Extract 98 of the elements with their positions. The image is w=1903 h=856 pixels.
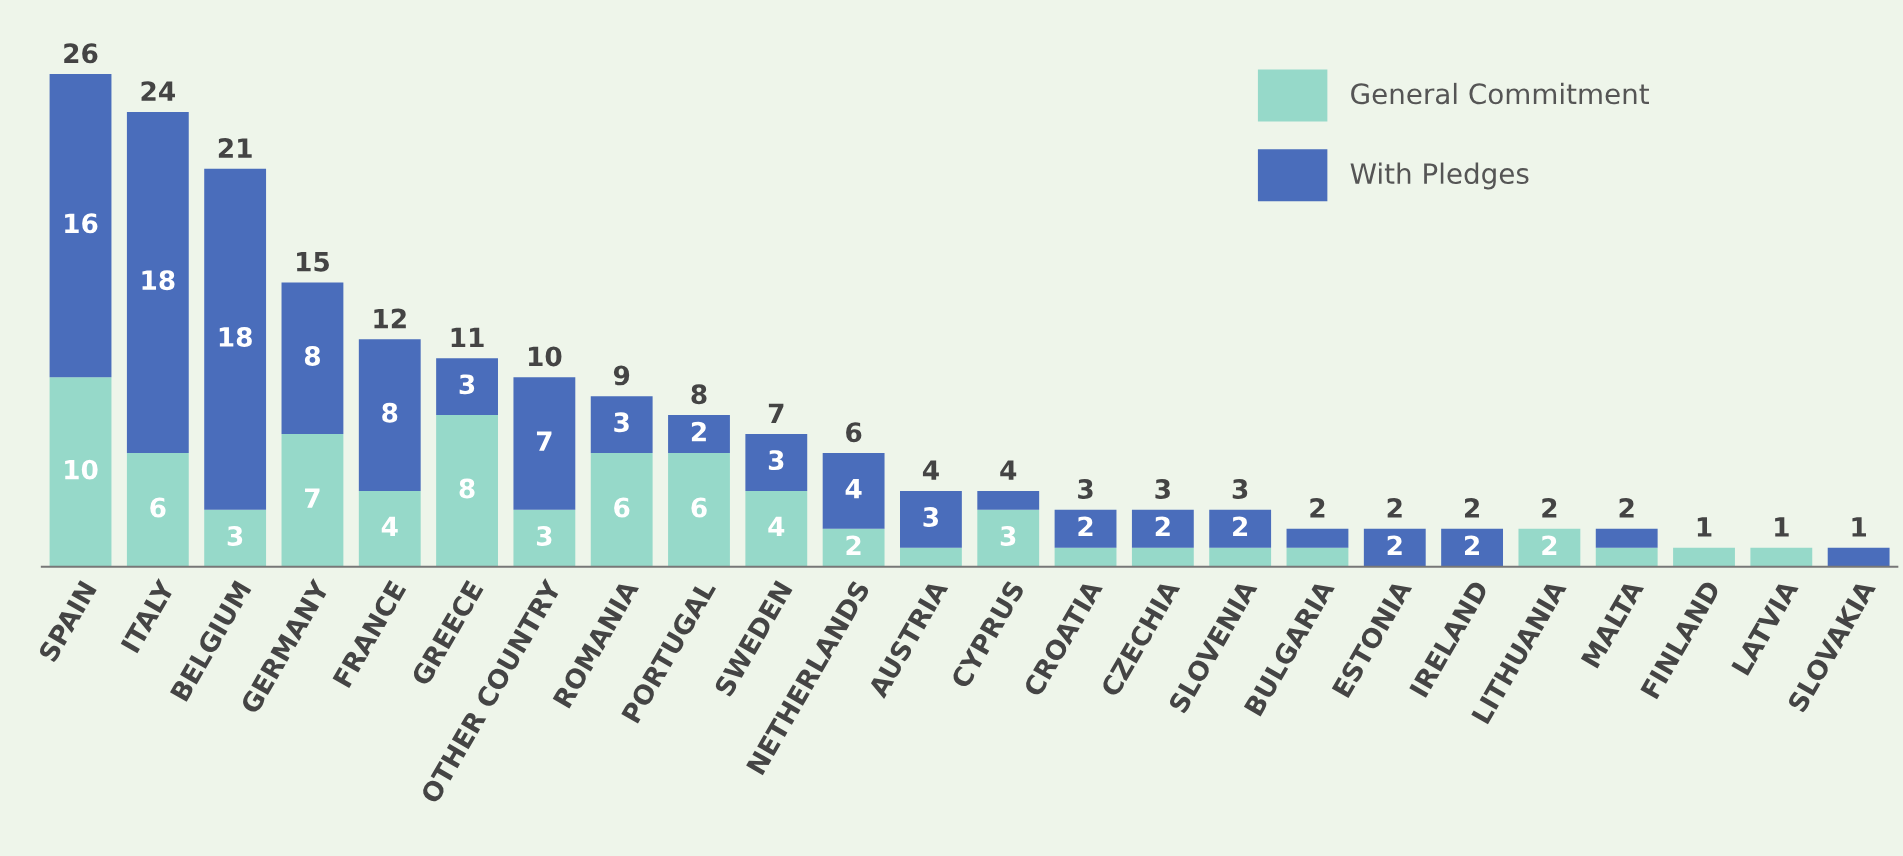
bar — [281, 282, 344, 435]
bar — [590, 452, 653, 567]
total-label: 10 — [528, 346, 562, 367]
data-label: 2 — [1078, 516, 1093, 537]
bar — [436, 415, 498, 567]
total-label: 11 — [451, 327, 484, 348]
data-label: 10 — [65, 459, 98, 480]
total-label: 8 — [691, 384, 707, 405]
legend-label: With Pledges — [1350, 162, 1529, 190]
bar — [204, 509, 267, 567]
total-label: 4 — [922, 460, 939, 480]
bar — [358, 490, 421, 567]
data-label: 6 — [614, 497, 630, 518]
data-label: 3 — [536, 525, 552, 546]
data-label: 7 — [536, 431, 552, 451]
bar — [1595, 547, 1658, 567]
bar — [590, 396, 653, 453]
data-label: 3 — [1000, 525, 1016, 546]
bar — [126, 452, 189, 567]
bar — [822, 452, 885, 529]
total-label: 3 — [1078, 479, 1093, 500]
bar — [977, 509, 1040, 567]
bar — [900, 490, 962, 548]
data-label: 8 — [304, 345, 320, 366]
total-label: 3 — [1155, 479, 1170, 500]
bar — [1595, 528, 1658, 548]
bar — [1827, 547, 1890, 567]
bar — [358, 339, 421, 491]
data-label: 7 — [305, 488, 320, 508]
total-label: 26 — [64, 43, 98, 64]
data-label: 2 — [1233, 516, 1248, 537]
total-label: 7 — [768, 403, 784, 423]
total-label: 2 — [1310, 498, 1325, 518]
data-label: 2 — [691, 421, 706, 442]
data-label: 2 — [1542, 535, 1557, 556]
data-label: 3 — [768, 450, 784, 471]
total-label: 15 — [297, 252, 329, 272]
bar — [1441, 528, 1504, 567]
data-label: 2 — [846, 535, 861, 556]
data-label: 18 — [142, 270, 175, 291]
total-label: 21 — [218, 138, 252, 158]
data-label: 3 — [923, 507, 939, 527]
data-label: 6 — [150, 497, 166, 518]
data-label: 4 — [768, 516, 785, 537]
bar — [1750, 547, 1813, 567]
total-label: 1 — [1852, 517, 1866, 537]
data-label: 4 — [381, 516, 398, 537]
total-label: 6 — [846, 422, 862, 443]
bar — [49, 74, 112, 378]
bar — [668, 452, 730, 567]
bar — [1054, 509, 1117, 548]
total-label: 9 — [613, 365, 630, 386]
total-label: 2 — [1542, 498, 1557, 518]
bar — [281, 434, 344, 567]
bar — [745, 490, 808, 567]
bar — [513, 377, 576, 510]
bar — [1286, 528, 1349, 548]
bar — [1131, 547, 1194, 567]
bar — [745, 434, 808, 491]
bar — [1286, 547, 1349, 567]
total-label: 1 — [1775, 517, 1789, 537]
bar — [668, 415, 730, 453]
data-label: 16 — [65, 213, 98, 234]
total-label: 3 — [1232, 479, 1248, 500]
bar — [49, 377, 112, 567]
data-label: 3 — [614, 412, 629, 433]
bar — [126, 111, 189, 453]
bar — [1131, 509, 1194, 548]
bar — [436, 358, 498, 416]
bar — [1363, 528, 1426, 567]
bar — [513, 509, 576, 567]
bar — [204, 168, 267, 510]
total-label: 4 — [1000, 460, 1017, 480]
data-label: 6 — [691, 497, 707, 518]
data-label: 18 — [219, 327, 252, 347]
total-label: 2 — [1387, 498, 1402, 518]
total-label: 12 — [374, 308, 406, 329]
total-label: 24 — [141, 81, 175, 101]
bar — [1209, 547, 1272, 567]
data-label: 3 — [459, 374, 475, 395]
total-label: 2 — [1619, 498, 1634, 518]
total-label: 1 — [1697, 517, 1712, 537]
bar — [1518, 528, 1581, 567]
data-label: 2 — [1155, 516, 1170, 537]
data-label: 8 — [459, 478, 475, 499]
bar — [900, 547, 962, 567]
total-label: 2 — [1465, 498, 1479, 518]
bar — [1209, 509, 1272, 548]
data-label: 4 — [845, 478, 862, 499]
legend-label: General Commitment — [1351, 82, 1649, 105]
bar — [822, 528, 885, 567]
data-label: 8 — [382, 402, 398, 423]
data-label: 2 — [1387, 535, 1402, 556]
bar — [977, 490, 1040, 510]
bar — [1054, 547, 1117, 567]
bar — [1673, 547, 1735, 567]
data-label: 3 — [227, 525, 243, 546]
data-label: 2 — [1465, 535, 1479, 556]
